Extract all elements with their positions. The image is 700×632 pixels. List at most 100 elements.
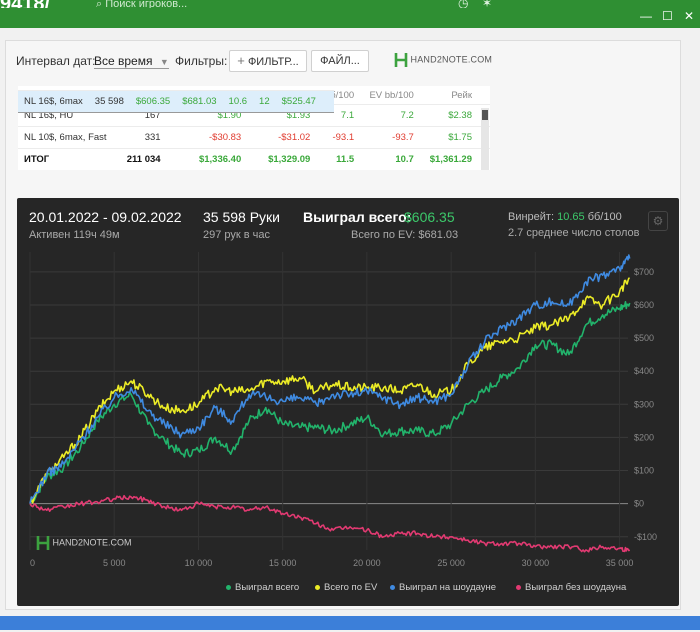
x-tick-label: 10 000: [185, 558, 213, 568]
table-cell: ИТОГ: [18, 148, 119, 170]
stats-table: Тип игры Руки Выиграл всего Всего по EV …: [18, 86, 490, 170]
x-tick-label: 35 000: [606, 558, 634, 568]
hand2note-logo-icon: [394, 53, 408, 67]
watermark-text: HAND2NOTE.COM: [52, 537, 132, 548]
plus-icon: +: [237, 53, 245, 68]
date-range-value: Все время: [94, 54, 153, 68]
clock-icon[interactable]: ◷: [458, 0, 469, 10]
column-header[interactable]: EV bb/100: [369, 89, 414, 101]
window-title-bar: — ☐ ✕: [0, 8, 700, 28]
file-button[interactable]: ФАЙЛ...: [311, 50, 369, 72]
date-range-select[interactable]: Все время ▼: [94, 54, 169, 69]
won-total-value: $606.35: [404, 209, 455, 225]
y-tick-label: $0: [634, 499, 644, 509]
table-cell: $525.47: [275, 90, 334, 112]
x-tick-label: 5 000: [103, 558, 126, 568]
table-cell: 10.7: [360, 148, 420, 170]
table-cell: $1,336.40: [166, 148, 248, 170]
scrollbar-thumb[interactable]: [482, 110, 488, 120]
legend-dot: [516, 584, 521, 590]
winrate-unit: бб/100: [587, 211, 622, 223]
y-tick-label: $600: [634, 300, 654, 310]
active-time: Активен 119ч 49м: [29, 229, 120, 241]
y-tick-label: $200: [634, 432, 654, 442]
column-header[interactable]: Рейк: [451, 89, 472, 101]
y-tick-label: $100: [634, 466, 654, 476]
graph-watermark: HAND2NOTE.COM: [36, 535, 132, 551]
ev-total: Всего по EV: $681.03: [351, 229, 459, 241]
y-tick-label: $700: [634, 267, 654, 277]
table-cell: -$31.02: [247, 126, 317, 149]
table-cell: 331: [118, 126, 167, 149]
taskbar: [0, 616, 700, 630]
table-cell: $606.35: [129, 90, 177, 112]
hand2note-watermark-icon: [36, 536, 50, 550]
series-line: [29, 277, 630, 504]
table-cell: $1,329.09: [247, 148, 317, 170]
legend-dot: [390, 584, 395, 590]
table-scrollbar[interactable]: [481, 108, 489, 170]
legend-label: Выиграл всего: [235, 582, 300, 593]
legend-dot: [315, 584, 320, 590]
search-input[interactable]: ⌕ Поиск игроков...: [96, 0, 187, 11]
won-total-label: Выиграл всего:: [303, 209, 412, 225]
legend-label: Выиграл на шоудауне: [399, 582, 497, 593]
x-tick-label: 30 000: [522, 558, 550, 568]
y-tick-label: $500: [634, 333, 654, 343]
legend-item-showdown[interactable]: Выиграл на шоудауне: [390, 582, 496, 593]
x-tick-label: 0: [30, 558, 35, 568]
legend-item-non-showdown[interactable]: Выиграл без шоудауна: [516, 582, 626, 593]
search-icon: ⌕: [96, 0, 103, 10]
legend-item-ev[interactable]: Всего по EV: [315, 582, 377, 593]
legend-label: Выиграл без шоудауна: [525, 582, 627, 593]
chevron-down-icon: ▼: [159, 57, 169, 67]
search-placeholder: Поиск игроков...: [105, 0, 188, 10]
graph-panel: [17, 198, 679, 606]
filter-button-label: ФИЛЬТР...: [247, 56, 299, 68]
y-tick-label: $300: [634, 399, 654, 409]
bell-icon[interactable]: ✶: [482, 0, 493, 10]
legend-item-won-total[interactable]: Выиграл всего: [226, 582, 299, 593]
table-cell: 10.6: [222, 90, 254, 112]
table-cell: $681.03: [176, 90, 223, 112]
table-cell: -93.7: [360, 126, 420, 149]
y-tick-label: -$100: [634, 532, 657, 542]
date-range-label: Интервал дат:: [16, 54, 96, 68]
table-total-row: ИТОГ 211 034 $1,336.40 $1,329.09 11.5 10…: [18, 148, 490, 170]
winrate-value: 10.65: [557, 211, 585, 223]
series-line: [29, 494, 631, 553]
graph-date-range: 20.01.2022 - 09.02.2022: [29, 209, 182, 225]
maximize-button[interactable]: ☐: [662, 9, 673, 23]
hands-count: 35 598 Руки: [203, 209, 280, 225]
table-row[interactable]: NL 10$, 6max, Fast 331 -$30.83 -$31.02 -…: [18, 126, 490, 149]
x-tick-label: 25 000: [437, 558, 465, 568]
table-cell: 35 598: [88, 90, 130, 112]
table-cell: NL 10$, 6max, Fast: [18, 126, 119, 149]
table-cell: -93.1: [316, 126, 361, 149]
x-tick-label: 20 000: [353, 558, 381, 568]
hand2note-logo-text: HAND2NOTE.COM: [410, 54, 493, 65]
table-cell: 211 034: [118, 148, 167, 170]
x-tick-label: 15 000: [269, 558, 297, 568]
minimize-button[interactable]: —: [640, 9, 652, 23]
filter-button[interactable]: + ФИЛЬТР...: [229, 50, 307, 72]
close-button[interactable]: ✕: [684, 9, 695, 23]
table-cell: $1.75: [419, 126, 490, 149]
filters-label: Фильтры:: [175, 54, 228, 68]
series-line: [29, 254, 631, 504]
winrate: Винрейт: 10.65 бб/100: [508, 211, 622, 223]
legend-dot: [226, 584, 231, 590]
table-cell: NL 16$, 6max: [18, 90, 89, 112]
avg-tables: 2.7 среднее число столов: [508, 227, 640, 239]
gear-icon[interactable]: ⚙: [648, 211, 668, 231]
winrate-label: Винрейт:: [508, 211, 555, 223]
y-tick-label: $400: [634, 366, 654, 376]
table-cell: $1,361.29: [419, 148, 490, 170]
table-cell: -$30.83: [166, 126, 248, 149]
table-row[interactable]: NL 16$, 6max 35 598 $606.35 $681.03 10.6…: [18, 90, 334, 113]
series-line: [29, 301, 631, 505]
legend-label: Всего по EV: [324, 582, 378, 593]
table-cell: 12: [253, 90, 276, 112]
column-header[interactable]: бб/100: [324, 89, 355, 101]
